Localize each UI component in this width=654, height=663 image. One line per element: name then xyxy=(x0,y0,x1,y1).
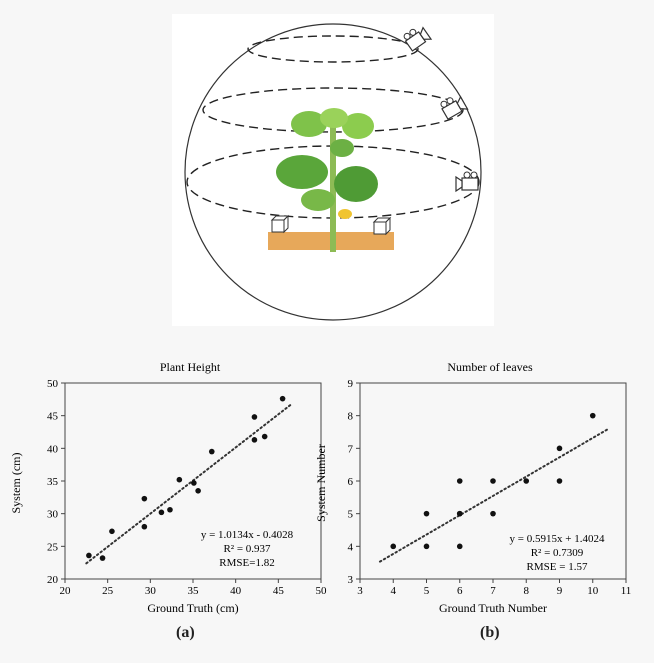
data-point xyxy=(456,510,463,517)
data-point xyxy=(158,509,165,516)
data-point xyxy=(109,528,115,535)
data-point xyxy=(423,543,430,550)
x-tick-label: 20 xyxy=(60,585,72,597)
y-tick-label: 9 xyxy=(348,378,354,390)
y-tick-label: 7 xyxy=(348,443,354,455)
x-tick-label: 30 xyxy=(145,585,157,597)
trendline xyxy=(378,427,611,563)
data-point xyxy=(261,433,268,440)
y-tick-label: 3 xyxy=(348,574,354,586)
y-tick-label: 20 xyxy=(47,574,59,586)
chart-title: Plant Height xyxy=(160,360,221,374)
y-tick-label: 6 xyxy=(348,476,354,488)
data-point xyxy=(390,543,397,550)
y-tick-label: 4 xyxy=(348,541,354,553)
r-squared: R² = 0.937 xyxy=(223,543,271,555)
plant-height-chart: Plant Height 20 25 30 35 40 45 50 20 25 30 35 40 45… xyxy=(9,360,327,615)
camera-icon xyxy=(455,171,479,193)
y-tick-label: 25 xyxy=(47,541,59,553)
charts-panel: Plant Height 20 25 30 35 40 45 50 20 25 30 35 40 45… xyxy=(0,346,654,658)
y-tick-label: 5 xyxy=(348,509,354,521)
data-point xyxy=(208,448,215,455)
x-tick-label: 9 xyxy=(557,585,563,597)
sphere-outline xyxy=(184,23,482,321)
y-tick-label: 40 xyxy=(47,443,59,455)
soil-block-left xyxy=(268,232,332,250)
camera-icon xyxy=(403,26,433,52)
scatter-charts-svg: Plant Height 20 25 30 35 40 45 50 202530354045… xyxy=(9,360,631,615)
y-tick-label: 45 xyxy=(47,411,59,423)
y-tick-label: 50 xyxy=(47,378,59,390)
data-point xyxy=(423,510,430,517)
y-axis-label: System (cm) xyxy=(9,453,23,514)
data-point xyxy=(251,437,258,443)
panel-label-b: (b) xyxy=(480,624,500,641)
number-of-leaves-chart: Number of leaves 3 4 5 6 7 8 9 10 11 3 4 5 6 7 8 9 Gro… xyxy=(314,360,631,615)
data-point xyxy=(167,506,173,513)
data-point xyxy=(490,478,496,484)
x-axis-label: Ground Truth (cm) xyxy=(147,601,238,615)
x-tick-label: 8 xyxy=(524,585,530,597)
x-tick-label: 5 xyxy=(424,585,430,597)
y-tick-label: 8 xyxy=(348,411,354,423)
regression-equation: y = 1.0134x - 0.4028 xyxy=(201,529,294,541)
regression-equation: y = 0.5915x + 1.4024 xyxy=(510,533,605,545)
data-point xyxy=(589,412,596,419)
x-tick-label: 35 xyxy=(188,585,200,597)
x-tick-label: 3 xyxy=(357,585,363,597)
x-tick-label: 45 xyxy=(273,585,285,597)
camera-icon xyxy=(440,95,469,121)
data-point xyxy=(523,478,530,484)
data-point xyxy=(191,480,197,486)
data-point xyxy=(556,478,563,484)
capture-sphere-illustration xyxy=(172,14,494,326)
x-tick-label: 11 xyxy=(621,585,632,597)
panel-label-a: (a) xyxy=(176,624,195,641)
data-point xyxy=(195,488,201,494)
soil-block-right xyxy=(336,232,394,250)
y-tick-label: 35 xyxy=(47,476,59,488)
data-point xyxy=(141,523,148,530)
x-tick-label: 40 xyxy=(230,585,242,597)
x-tick-label: 4 xyxy=(391,585,397,597)
data-point xyxy=(99,555,106,561)
data-point xyxy=(141,495,148,502)
data-point xyxy=(176,476,183,483)
data-point xyxy=(556,445,563,452)
data-point xyxy=(456,478,463,484)
rmse: RMSE=1.82 xyxy=(219,557,274,569)
capture-sphere-svg xyxy=(184,23,482,321)
y-axis-label: System Number xyxy=(314,444,328,522)
rmse: RMSE = 1.57 xyxy=(527,561,588,573)
trendline xyxy=(85,403,293,565)
x-tick-label: 50 xyxy=(316,585,328,597)
data-point xyxy=(456,543,463,550)
x-tick-label: 10 xyxy=(587,585,599,597)
camera-ring-top xyxy=(247,35,419,63)
r-squared: R² = 0.7309 xyxy=(531,547,584,559)
y-tick-label: 30 xyxy=(47,509,59,521)
marker-cube-right xyxy=(372,216,392,236)
plant-illustration xyxy=(276,108,378,252)
data-point xyxy=(86,552,92,559)
data-point xyxy=(251,414,258,420)
x-tick-label: 6 xyxy=(457,585,463,597)
data-point xyxy=(279,395,286,402)
data-point xyxy=(490,510,496,517)
chart-title: Number of leaves xyxy=(447,360,533,374)
x-tick-label: 7 xyxy=(490,585,496,597)
marker-cube-left xyxy=(270,214,290,234)
x-tick-label: 25 xyxy=(102,585,114,597)
x-axis-label: Ground Truth Number xyxy=(439,601,547,615)
